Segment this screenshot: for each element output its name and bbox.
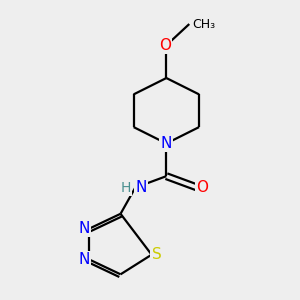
- Text: S: S: [152, 247, 161, 262]
- Text: CH₃: CH₃: [192, 17, 215, 31]
- Text: N: N: [161, 136, 172, 151]
- Text: O: O: [159, 38, 171, 53]
- Text: H: H: [121, 181, 131, 195]
- Text: N: N: [79, 252, 90, 267]
- Text: O: O: [196, 180, 208, 195]
- Text: N: N: [136, 180, 147, 195]
- Text: N: N: [79, 221, 90, 236]
